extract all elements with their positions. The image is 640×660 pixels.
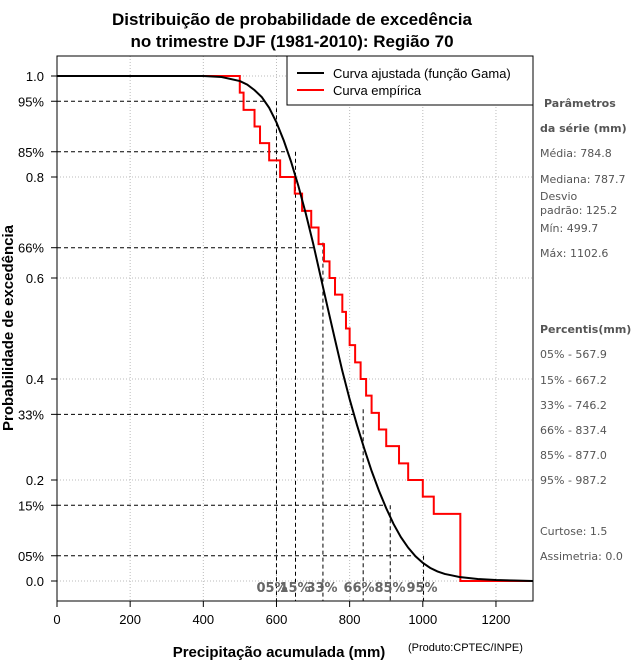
percentil-95: 95% - 987.2 [540, 474, 607, 487]
percentil-85: 85% - 877.0 [540, 449, 607, 462]
x-tick-label: 800 [339, 612, 361, 627]
stat-assimetria: Assimetria: 0.0 [540, 550, 623, 563]
y-tick-label: 1.0 [26, 69, 44, 84]
y-tick-label: 0.8 [26, 170, 44, 185]
x-tick-label: 1000 [408, 612, 437, 627]
legend-empirical-label: Curva empírica [333, 83, 422, 98]
percentil-33: 33% - 746.2 [540, 399, 607, 412]
percentile-labels: 05%15%33% 66% 85% 95% [256, 581, 437, 596]
x-tick-label: 600 [266, 612, 288, 627]
y-tick-label: 0.0 [26, 574, 44, 589]
percentil-66: 66% - 837.4 [540, 424, 607, 437]
legend: Curva ajustada (função Gama) Curva empír… [286, 55, 534, 106]
grid [57, 56, 533, 601]
percentile-reference-lines [57, 100, 425, 601]
params-title-line-1: Parâmetros [544, 97, 616, 110]
curves [57, 75, 533, 582]
x-axis-title: Precipitação acumulada (mm) [173, 644, 386, 660]
x-tick-label: 0 [53, 612, 60, 627]
y-axis: 1.0 95% 85% 0.8 66% 0.6 0.4 33% 0.2 15% 05% 0.0 [18, 69, 57, 589]
stat-desvio-line-2: padrão: 125.2 [540, 204, 617, 217]
stat-min: Mín: 499.7 [540, 222, 598, 235]
plot-border [56, 55, 534, 602]
y-tick-label: 05% [18, 549, 44, 564]
percentile-label-85%: 85% [374, 581, 405, 596]
y-tick-label: 85% [18, 145, 44, 160]
percentile-label-15%: 15% [279, 581, 310, 596]
y-tick-label: 33% [18, 407, 44, 422]
legend-fitted-label: Curva ajustada (função Gama) [333, 66, 511, 81]
y-tick-label: 0.6 [26, 271, 44, 286]
percentile-label-66%: 66% [343, 581, 374, 596]
x-tick-label: 200 [119, 612, 141, 627]
percentile-label-33%: 33% [306, 581, 337, 596]
y-tick-label: 15% [18, 498, 44, 513]
stat-mediana: Mediana: 787.7 [540, 173, 625, 186]
stat-max: Máx: 1102.6 [540, 247, 608, 260]
fitted-gamma-curve [57, 75, 533, 582]
percentil-15: 15% - 667.2 [540, 374, 607, 387]
stat-media: Média: 784.8 [540, 147, 612, 160]
params-title-line-2: da série (mm) [540, 122, 627, 135]
x-axis: 0 200 400 600 800 1000 1200 [53, 601, 510, 627]
y-tick-label: 66% [18, 241, 44, 256]
chart-title-line-2: no trimestre DJF (1981-2010): Região 70 [130, 32, 453, 51]
x-tick-label: 1200 [481, 612, 510, 627]
stat-desvio-line-1: Desvio [540, 190, 578, 203]
y-tick-label: 0.4 [26, 372, 44, 387]
percentile-label-05%: 05% [256, 581, 287, 596]
legend-box [286, 55, 534, 106]
y-tick-label: 0.2 [26, 473, 44, 488]
chart-title-line-1: Distribuição de probabilidade de excedên… [112, 10, 472, 29]
x-tick-label: 400 [192, 612, 214, 627]
stat-curtose: Curtose: 1.5 [540, 525, 607, 538]
y-axis-title: Probabilidade de excedência [0, 224, 17, 431]
percentile-label-95%: 95% [406, 581, 437, 596]
side-panel: Parâmetros da série (mm) Média: 784.8 Me… [540, 97, 631, 563]
percentil-05: 05% - 567.9 [540, 348, 607, 361]
empirical-curve [57, 75, 533, 582]
credit-text: (Produto:CPTEC/INPE) [408, 642, 523, 654]
percentis-title: Percentis(mm) [540, 323, 631, 336]
y-tick-label: 95% [18, 94, 44, 109]
